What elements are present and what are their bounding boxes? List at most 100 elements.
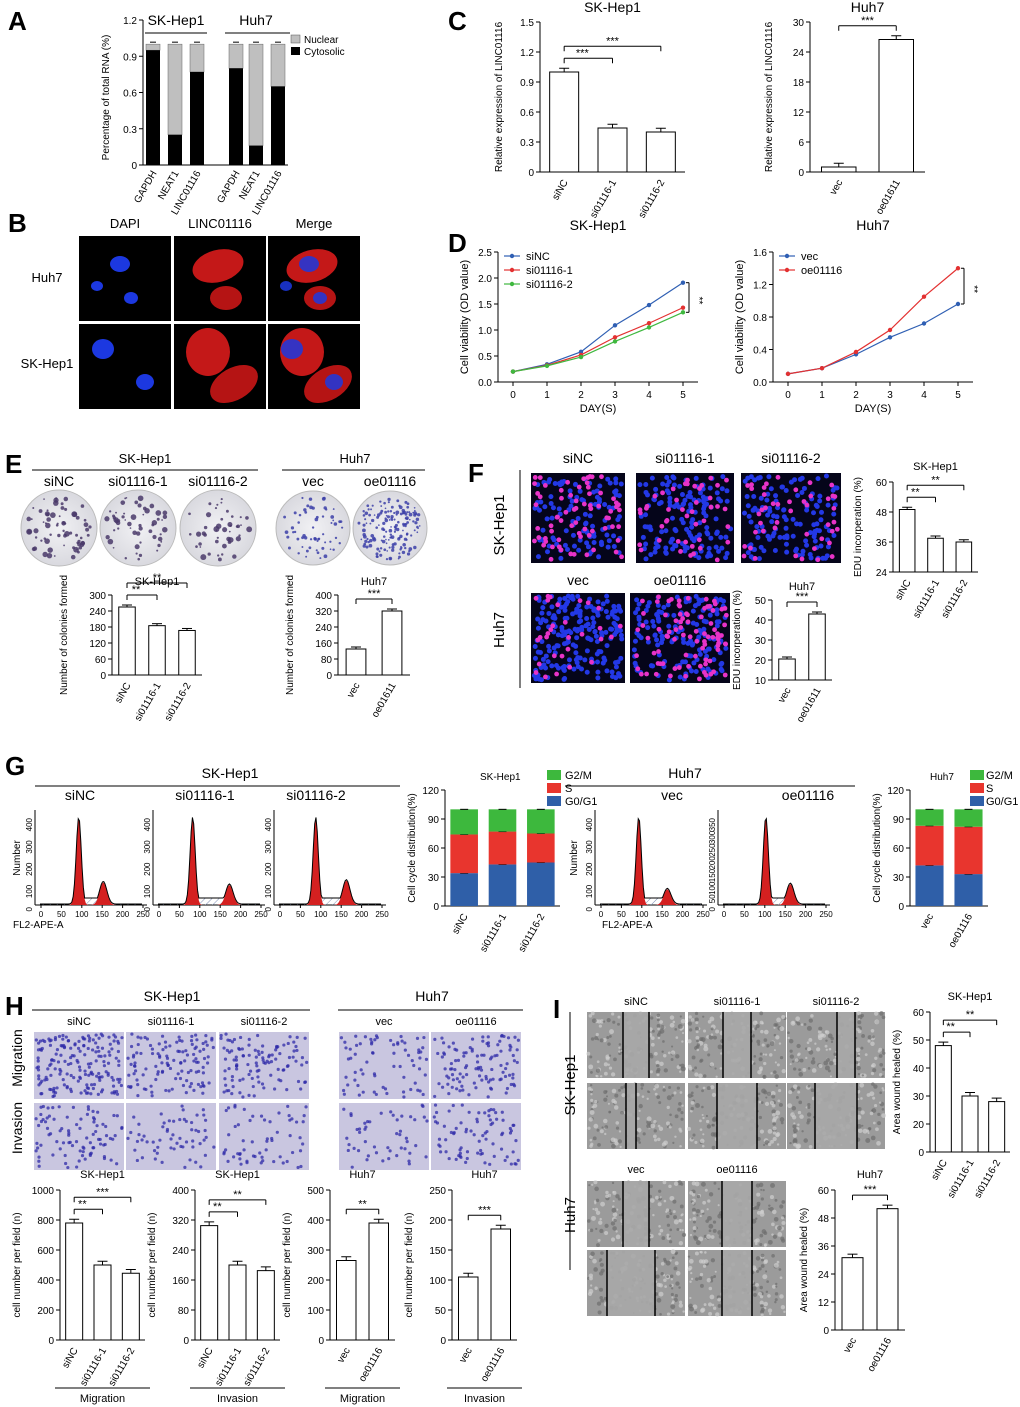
stained-cell bbox=[118, 1077, 122, 1082]
cell-texture bbox=[603, 1062, 608, 1067]
nucleus bbox=[92, 339, 114, 359]
stained-cell bbox=[85, 1112, 90, 1116]
dapi-nucleus bbox=[719, 486, 725, 492]
colony bbox=[188, 512, 191, 516]
stained-cell bbox=[290, 1150, 295, 1155]
y-tick-label: 0.9 bbox=[520, 78, 534, 89]
stained-cell bbox=[87, 1073, 91, 1077]
dapi-nucleus bbox=[771, 530, 777, 536]
y-tick-label: 120 bbox=[887, 786, 904, 797]
edu-nucleus bbox=[696, 537, 702, 543]
tick-label: si01116-2 bbox=[517, 912, 548, 955]
cell-texture bbox=[759, 1052, 763, 1056]
dapi-nucleus bbox=[540, 617, 546, 623]
dapi-nucleus bbox=[756, 556, 762, 562]
colony bbox=[367, 540, 370, 544]
colony bbox=[405, 532, 409, 536]
stained-cell bbox=[480, 1053, 484, 1057]
colony bbox=[214, 507, 218, 510]
legend-marker bbox=[509, 267, 515, 273]
dapi-nucleus bbox=[751, 494, 757, 500]
stained-cell bbox=[108, 1136, 112, 1141]
cell-texture bbox=[702, 1086, 706, 1090]
cell-texture bbox=[593, 1099, 598, 1104]
y-tick-label: 400 bbox=[585, 817, 594, 831]
edu-nucleus bbox=[551, 653, 557, 659]
cell-texture bbox=[617, 1197, 621, 1201]
colony bbox=[157, 536, 163, 542]
stained-cell bbox=[136, 1094, 140, 1098]
colony bbox=[156, 549, 159, 552]
column-label: DAPI bbox=[110, 216, 140, 231]
cell-texture bbox=[760, 1197, 764, 1201]
stained-cell bbox=[511, 1072, 515, 1076]
stained-cell bbox=[212, 1145, 216, 1149]
cell-texture bbox=[712, 1306, 717, 1310]
stained-cell bbox=[100, 1075, 104, 1079]
edu-nucleus bbox=[680, 616, 686, 621]
colony bbox=[418, 525, 421, 527]
cell-texture bbox=[597, 1142, 601, 1147]
edu-nucleus bbox=[541, 542, 547, 548]
colony bbox=[236, 524, 241, 529]
stained-cell bbox=[511, 1150, 515, 1154]
dapi-nucleus bbox=[799, 552, 805, 558]
stained-cell bbox=[181, 1083, 186, 1088]
cell-texture bbox=[781, 1220, 786, 1226]
colony bbox=[124, 497, 127, 500]
dapi-nucleus bbox=[764, 497, 770, 503]
stained-cell bbox=[63, 1153, 67, 1158]
cell-texture bbox=[825, 1048, 828, 1051]
edu-nucleus bbox=[832, 494, 838, 499]
legend-label: vec bbox=[801, 251, 819, 263]
y-tick-label: 250 bbox=[429, 1186, 446, 1197]
data-point bbox=[612, 335, 618, 340]
dapi-nucleus bbox=[601, 655, 607, 661]
edu-nucleus bbox=[547, 594, 553, 600]
stained-cell bbox=[469, 1129, 473, 1133]
cell-texture bbox=[807, 1105, 811, 1109]
cell-texture bbox=[674, 1294, 679, 1298]
stained-cell bbox=[136, 1035, 140, 1039]
cell-texture bbox=[828, 1047, 832, 1051]
cell-texture bbox=[656, 1033, 661, 1037]
cell-texture bbox=[688, 1258, 694, 1264]
colony bbox=[322, 533, 325, 536]
stained-cell bbox=[95, 1124, 99, 1128]
colony bbox=[316, 540, 319, 543]
stained-cell bbox=[277, 1111, 281, 1115]
cell-texture bbox=[761, 1088, 767, 1094]
edu-nucleus bbox=[532, 538, 537, 544]
dapi-nucleus bbox=[688, 502, 694, 508]
dapi-nucleus bbox=[604, 668, 610, 674]
nucleus bbox=[136, 374, 154, 390]
tick-label: oe01116 bbox=[479, 1346, 507, 1384]
dapi-nucleus bbox=[570, 611, 576, 617]
stained-cell bbox=[224, 1108, 228, 1113]
cell-texture bbox=[664, 1285, 667, 1288]
colony bbox=[216, 536, 219, 539]
dapi-nucleus bbox=[706, 646, 712, 652]
stained-cell bbox=[71, 1105, 75, 1109]
x-tick-label: 3 bbox=[887, 390, 893, 401]
stained-cell bbox=[224, 1148, 228, 1152]
cell-texture bbox=[754, 1027, 758, 1031]
stained-cell bbox=[460, 1084, 464, 1088]
stained-cell bbox=[201, 1091, 205, 1095]
cell-texture bbox=[611, 1098, 616, 1104]
dapi-nucleus bbox=[758, 544, 764, 550]
stained-cell bbox=[464, 1130, 468, 1134]
cell-texture bbox=[657, 1124, 661, 1128]
cell-texture bbox=[765, 1270, 768, 1273]
x-tick-label: 250 bbox=[375, 910, 389, 919]
cell-texture bbox=[789, 1049, 793, 1053]
cell-texture bbox=[798, 1068, 801, 1072]
significance-mark: *** bbox=[96, 1186, 110, 1198]
stained-cell bbox=[190, 1128, 194, 1132]
dapi-nucleus bbox=[540, 605, 546, 611]
stained-cell bbox=[189, 1039, 194, 1043]
cell-texture bbox=[763, 1306, 767, 1310]
dapi-nucleus bbox=[595, 669, 601, 675]
colony bbox=[385, 557, 389, 561]
stained-cell bbox=[248, 1069, 253, 1073]
